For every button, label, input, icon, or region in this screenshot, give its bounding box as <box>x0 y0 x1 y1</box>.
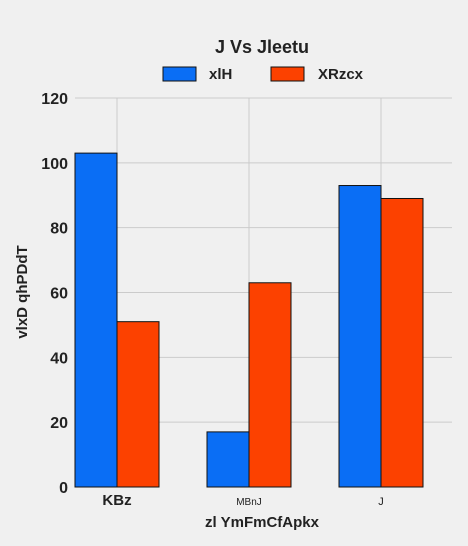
bar-series-1-KBz <box>74 152 118 488</box>
y-tick-label: 0 <box>59 480 68 497</box>
y-axis-label: vlxD qhPDdT <box>14 245 31 338</box>
legend-label-series-2: XRzcx <box>318 66 364 83</box>
x-axis-label: zl YmFmCfApkx <box>205 514 320 531</box>
y-tick-label: 60 <box>50 286 68 303</box>
chart-title: J Vs Jleetu <box>215 37 309 57</box>
x-tick-label: MBnJ <box>236 497 262 508</box>
legend-swatch-series-2 <box>270 66 305 82</box>
x-tick-label: J <box>378 496 384 508</box>
legend: xlH XRzcx <box>162 66 364 83</box>
bars <box>74 152 424 488</box>
x-tick-labels: KBz MBnJ J <box>102 492 383 509</box>
legend-swatch-series-1 <box>162 66 197 82</box>
y-tick-label: 120 <box>41 91 68 108</box>
y-tick-label: 100 <box>41 156 68 173</box>
bar-series-2-J <box>380 197 424 488</box>
bar-series-1-MBnJ <box>206 431 250 488</box>
legend-label-series-1: xlH <box>209 66 232 83</box>
bar-series-2-KBz <box>116 321 160 488</box>
x-tick-label: KBz <box>102 492 131 509</box>
y-tick-label: 20 <box>50 415 68 432</box>
y-tick-label: 40 <box>50 350 68 367</box>
bar-series-2-MBnJ <box>248 282 292 488</box>
bar-series-1-J <box>338 185 382 488</box>
y-tick-label: 80 <box>50 221 68 238</box>
y-tick-labels: 0 20 40 60 80 100 120 <box>41 91 68 497</box>
